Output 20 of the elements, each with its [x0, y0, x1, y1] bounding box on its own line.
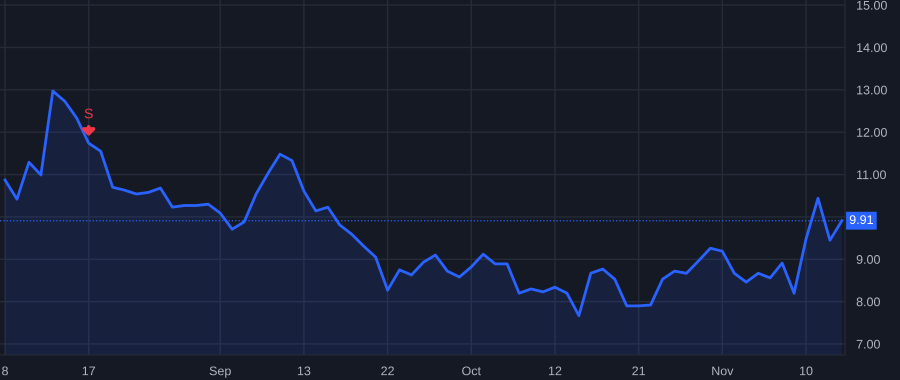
ref-line-label: 9.91 — [850, 215, 873, 224]
y-tick-label: 12.00 — [857, 128, 887, 137]
x-tick-label: 8 — [2, 366, 8, 376]
y-tick-label: 13.00 — [857, 86, 887, 94]
y-tick-label: 15.00 — [857, 0, 887, 10]
x-tick-label: 10 — [800, 366, 812, 376]
x-tick-label: Sep — [210, 366, 231, 378]
x-tick-label: 21 — [632, 366, 645, 376]
y-tick-label: 14.00 — [857, 43, 887, 52]
annotation: S — [84, 108, 93, 118]
x-tick-label: 12 — [548, 366, 562, 376]
x-tick-label: Oct — [462, 366, 481, 376]
y-tick-label: 8.00 — [856, 297, 880, 306]
x-tick-label: Nov — [712, 366, 734, 376]
y-tick-label: 9.00 — [856, 255, 880, 264]
x-tick-label: 22 — [381, 366, 394, 376]
x-tick-label: 17 — [82, 366, 96, 376]
x-tick-label: 13 — [298, 366, 310, 376]
y-tick-label: 11.00 — [857, 170, 886, 180]
y-tick-label: 7.00 — [856, 340, 880, 349]
